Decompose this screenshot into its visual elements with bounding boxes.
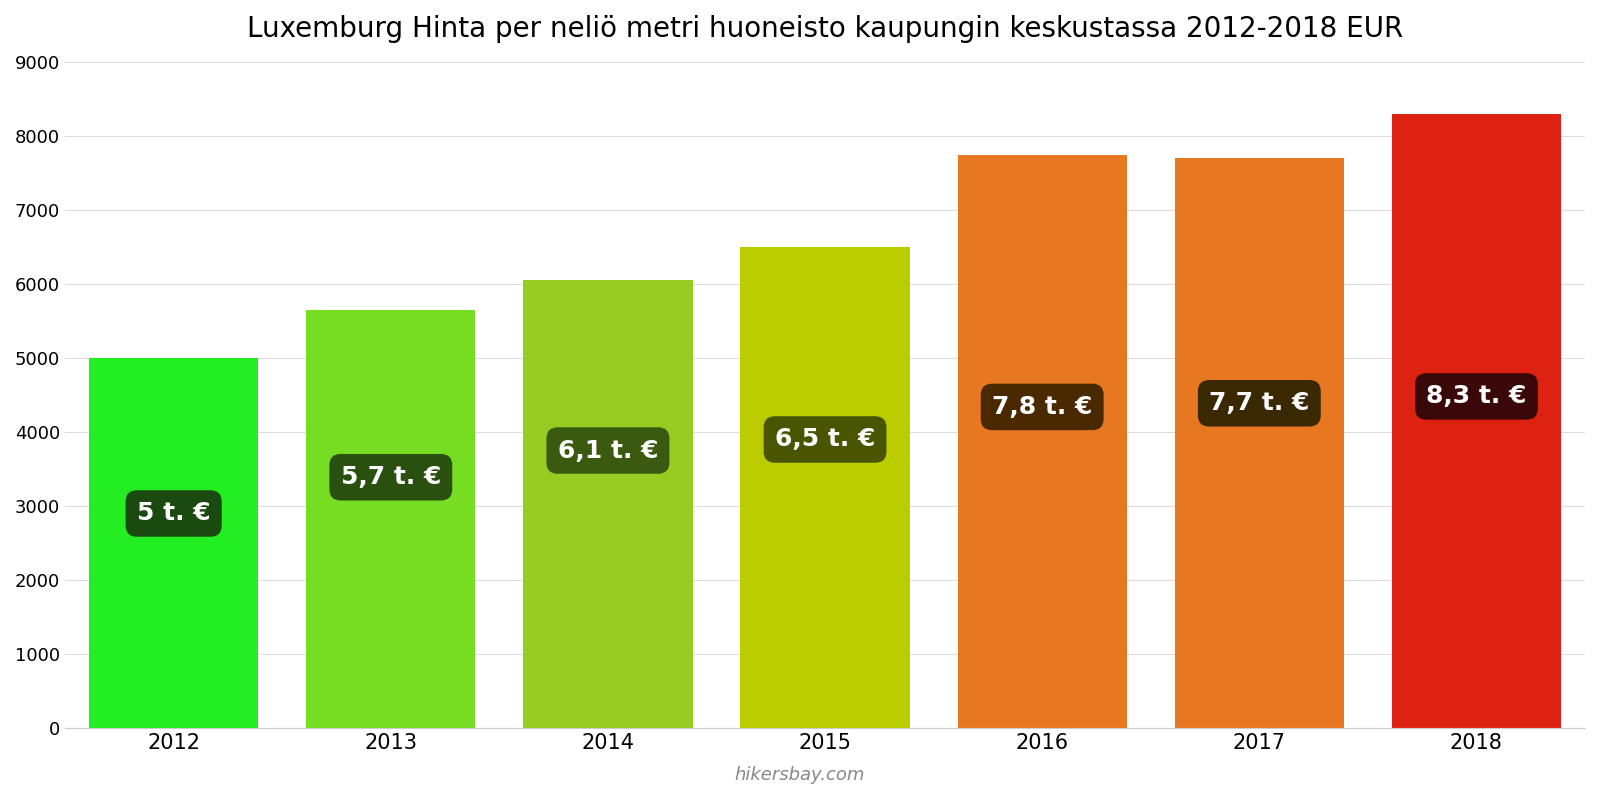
- Bar: [1392, 114, 1562, 728]
- Bar: [957, 154, 1126, 728]
- Text: 7,8 t. €: 7,8 t. €: [992, 395, 1093, 419]
- Text: 5,7 t. €: 5,7 t. €: [341, 466, 442, 490]
- Title: Luxemburg Hinta per neliö metri huoneisto kaupungin keskustassa 2012-2018 EUR: Luxemburg Hinta per neliö metri huoneist…: [246, 15, 1403, 43]
- Text: 6,5 t. €: 6,5 t. €: [774, 427, 875, 451]
- Text: 6,1 t. €: 6,1 t. €: [558, 438, 658, 462]
- Text: hikersbay.com: hikersbay.com: [734, 766, 866, 784]
- Bar: [306, 310, 475, 728]
- Bar: [741, 247, 910, 728]
- Bar: [1174, 158, 1344, 728]
- Text: 8,3 t. €: 8,3 t. €: [1426, 385, 1526, 409]
- Text: 5 t. €: 5 t. €: [138, 502, 211, 526]
- Bar: [90, 358, 258, 728]
- Text: 7,7 t. €: 7,7 t. €: [1210, 391, 1309, 415]
- Bar: [523, 280, 693, 728]
